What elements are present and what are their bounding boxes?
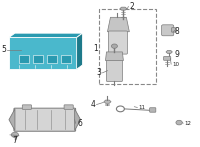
Text: 4: 4 bbox=[91, 100, 96, 109]
Polygon shape bbox=[77, 33, 83, 69]
Circle shape bbox=[11, 132, 19, 137]
Text: 2: 2 bbox=[129, 2, 134, 11]
FancyBboxPatch shape bbox=[172, 28, 176, 32]
Polygon shape bbox=[9, 33, 83, 37]
Polygon shape bbox=[9, 109, 15, 131]
FancyBboxPatch shape bbox=[22, 105, 31, 109]
Polygon shape bbox=[105, 52, 123, 61]
FancyBboxPatch shape bbox=[162, 25, 174, 36]
Polygon shape bbox=[166, 50, 172, 53]
Text: 7: 7 bbox=[12, 136, 17, 145]
FancyBboxPatch shape bbox=[150, 108, 156, 112]
Polygon shape bbox=[9, 37, 77, 69]
Text: 3: 3 bbox=[97, 68, 101, 77]
FancyBboxPatch shape bbox=[64, 105, 73, 109]
Polygon shape bbox=[75, 109, 81, 131]
Text: 1: 1 bbox=[93, 44, 98, 53]
FancyBboxPatch shape bbox=[19, 55, 29, 64]
FancyBboxPatch shape bbox=[33, 55, 43, 64]
Text: 9: 9 bbox=[174, 50, 179, 59]
Text: 11: 11 bbox=[138, 105, 145, 110]
FancyBboxPatch shape bbox=[108, 31, 127, 54]
FancyBboxPatch shape bbox=[164, 57, 171, 60]
FancyBboxPatch shape bbox=[61, 55, 71, 64]
FancyBboxPatch shape bbox=[14, 108, 76, 131]
Circle shape bbox=[176, 120, 182, 125]
Text: 8: 8 bbox=[174, 27, 179, 36]
Circle shape bbox=[111, 44, 117, 48]
Polygon shape bbox=[104, 100, 111, 103]
Polygon shape bbox=[120, 7, 127, 10]
Polygon shape bbox=[107, 17, 129, 32]
FancyBboxPatch shape bbox=[47, 55, 57, 64]
FancyBboxPatch shape bbox=[106, 60, 122, 81]
Text: 5: 5 bbox=[1, 45, 6, 54]
Text: 12: 12 bbox=[184, 121, 191, 126]
Text: 10: 10 bbox=[172, 62, 179, 67]
Text: 6: 6 bbox=[78, 119, 82, 128]
